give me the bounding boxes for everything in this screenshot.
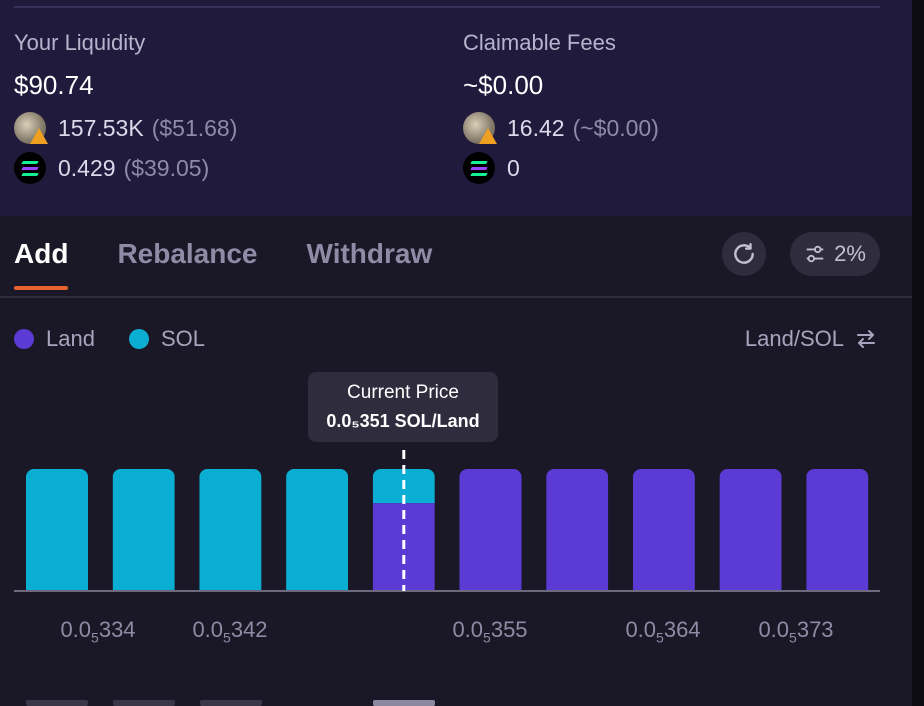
price-tick-label: 0.05355 (452, 617, 528, 646)
land-segment (806, 469, 869, 591)
refresh-icon (734, 243, 754, 264)
secondary-chart-preview (0, 700, 912, 706)
sol-legend-dot (128, 329, 149, 349)
sol-segment (286, 469, 349, 591)
bin-bar (459, 469, 522, 591)
fees-land-usd: (~$0.00) (572, 114, 659, 141)
price-tick-label: 0.05364 (625, 617, 701, 646)
pair-label: Land/SOL (744, 326, 844, 351)
land-segment (459, 469, 522, 591)
bin-bar (286, 469, 349, 591)
sol-segment (26, 469, 88, 591)
claimable-fees-label: Claimable Fees (463, 30, 616, 55)
sol-legend-label: SOL (160, 326, 205, 351)
bin-bar (719, 469, 782, 591)
price-tick-label: 0.05373 (758, 617, 834, 646)
land-segment (632, 469, 695, 591)
refresh-button[interactable] (722, 232, 766, 276)
bin-bar (546, 469, 609, 591)
your-liquidity-section: Your Liquidity $90.74 157.53K ($51.68) 0… (14, 30, 238, 184)
bin-bar (26, 469, 88, 591)
tab-add[interactable]: Add (14, 238, 69, 290)
price-tick-label: 0.05334 (60, 617, 136, 646)
sol-segment (199, 469, 262, 591)
tab-withdraw[interactable]: Withdraw (306, 238, 433, 269)
land-token-icon (14, 112, 48, 144)
liquidity-sol-row: 0.429 ($39.05) (14, 152, 237, 184)
top-divider (14, 6, 880, 8)
preview-bar (200, 700, 262, 706)
liquidity-land-row: 157.53K ($51.68) (14, 112, 238, 144)
sol-segment (112, 469, 175, 591)
current-price-title: Current Price (347, 382, 459, 403)
swap-arrows-icon (857, 330, 875, 348)
liquidity-land-amount: 157.53K (58, 114, 144, 141)
your-liquidity-label: Your Liquidity (14, 30, 146, 55)
preview-bar (26, 700, 88, 706)
current-price-value: 0.0₅351 SOL/Land (326, 411, 480, 431)
land-segment (546, 469, 609, 591)
bin-bar (632, 469, 695, 591)
liquidity-sol-usd: ($39.05) (123, 154, 210, 181)
bin-bar (806, 469, 869, 591)
fees-sol-row: 0 (463, 152, 659, 184)
bin-bar (199, 469, 262, 591)
tab-rebalance[interactable]: Rebalance (117, 238, 258, 269)
fees-land-row: 16.42 (~$0.00) (463, 112, 659, 144)
sol-token-icon (463, 152, 495, 184)
land-segment (719, 469, 782, 591)
tabs-divider (0, 296, 912, 298)
position-summary-panel: Your Liquidity $90.74 157.53K ($51.68) 0… (0, 0, 912, 216)
right-border (912, 0, 924, 706)
chart-legend: Land SOL (14, 326, 239, 352)
land-legend-dot (14, 329, 34, 349)
current-price-tooltip: Current Price 0.0₅351 SOL/Land (308, 372, 498, 442)
slippage-settings-button[interactable]: 2% (790, 232, 880, 276)
sol-token-icon (14, 152, 46, 184)
land-token-icon (463, 112, 497, 144)
slippage-value: 2% (834, 241, 866, 266)
liquidity-chart-svg (14, 450, 880, 592)
liquidity-distribution-chart (0, 450, 912, 650)
bin-bar (112, 469, 175, 591)
your-liquidity-value: $90.74 (14, 70, 94, 100)
action-tabs: Add Rebalance Withdraw (14, 238, 481, 290)
fees-land-amount: 16.42 (507, 114, 565, 141)
claimable-fees-section: Claimable Fees ~$0.00 16.42 (~$0.00) 0 (463, 30, 659, 184)
pair-toggle[interactable]: Land/SOL (745, 326, 878, 352)
sliders-icon (806, 245, 824, 263)
preview-bar (113, 700, 175, 706)
claimable-fees-value: ~$0.00 (463, 70, 544, 100)
price-tick-label: 0.05342 (192, 617, 268, 646)
liquidity-sol-amount: 0.429 (58, 154, 116, 181)
liquidity-land-usd: ($51.68) (151, 114, 238, 141)
land-legend-label: Land (46, 326, 95, 351)
preview-bar (373, 700, 435, 706)
fees-sol-amount: 0 (507, 154, 520, 181)
